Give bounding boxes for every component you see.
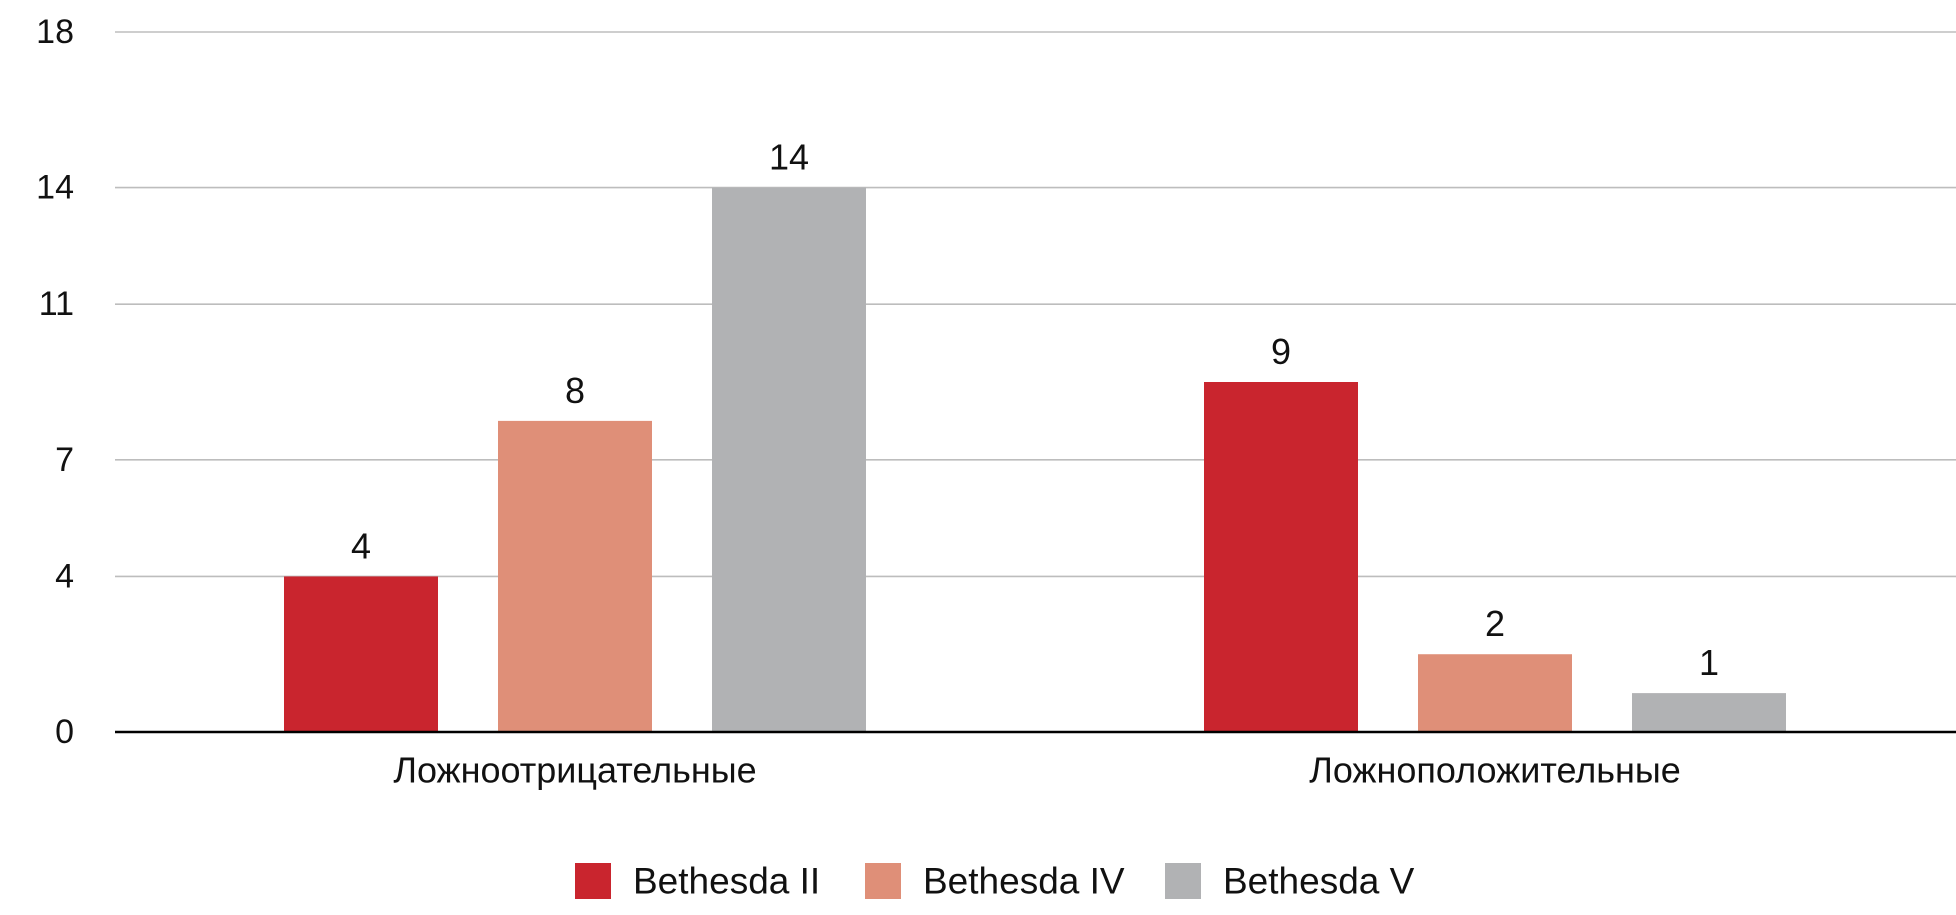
y-tick-label: 0 — [55, 713, 74, 751]
bar — [712, 187, 866, 733]
bars — [284, 187, 1786, 733]
legend-label: Bethesda IV — [923, 861, 1125, 902]
y-tick-label: 14 — [36, 169, 74, 207]
legend-item: Bethesda II — [575, 861, 820, 902]
bar — [284, 576, 438, 732]
bar — [1632, 693, 1786, 732]
legend-swatch — [1165, 863, 1201, 899]
legend-label: Bethesda V — [1223, 861, 1415, 902]
bar — [498, 420, 652, 732]
legend-label: Bethesda II — [633, 861, 820, 902]
data-label: 2 — [1485, 603, 1505, 644]
data-label: 4 — [351, 525, 371, 566]
y-tick-label: 11 — [39, 285, 74, 323]
data-label: 8 — [565, 370, 585, 411]
legend-swatch — [865, 863, 901, 899]
data-label: 1 — [1699, 642, 1719, 683]
category-label: Ложноположительные — [1309, 750, 1681, 791]
y-tick-label: 18 — [36, 13, 74, 51]
data-labels: 4 8 14 9 2 1 — [351, 137, 1719, 684]
category-label: Ложноотрицательные — [393, 750, 756, 791]
y-tick-label: 4 — [55, 557, 74, 595]
bar — [1418, 654, 1572, 732]
y-axis-tick-labels: 0 4 7 11 14 18 — [36, 13, 74, 751]
bar — [1204, 382, 1358, 732]
legend: Bethesda II Bethesda IV Bethesda V — [575, 861, 1415, 902]
data-label: 14 — [769, 137, 809, 178]
legend-item: Bethesda V — [1165, 861, 1415, 902]
y-tick-label: 7 — [55, 441, 74, 479]
legend-item: Bethesda IV — [865, 861, 1125, 902]
data-label: 9 — [1271, 331, 1291, 372]
gridlines — [115, 31, 1956, 578]
x-axis-category-labels: Ложноотрицательные Ложноположительные — [393, 750, 1681, 791]
legend-swatch — [575, 863, 611, 899]
